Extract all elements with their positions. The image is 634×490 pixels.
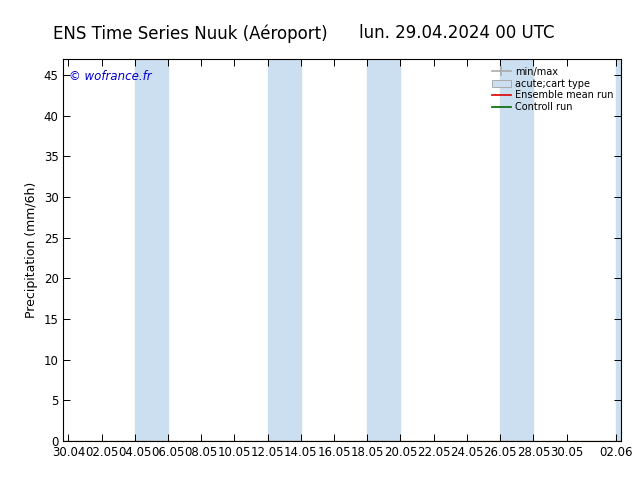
- Legend: min/max, acute;cart type, Ensemble mean run, Controll run: min/max, acute;cart type, Ensemble mean …: [489, 64, 616, 115]
- Bar: [500, 59, 533, 441]
- Y-axis label: Precipitation (mm/6h): Precipitation (mm/6h): [25, 182, 38, 318]
- Text: lun. 29.04.2024 00 UTC: lun. 29.04.2024 00 UTC: [359, 24, 554, 43]
- Bar: [616, 59, 633, 441]
- Text: ENS Time Series Nuuk (Aéroport): ENS Time Series Nuuk (Aéroport): [53, 24, 328, 43]
- Bar: [135, 59, 168, 441]
- Bar: [268, 59, 301, 441]
- Text: © wofrance.fr: © wofrance.fr: [69, 70, 152, 83]
- Bar: [367, 59, 401, 441]
